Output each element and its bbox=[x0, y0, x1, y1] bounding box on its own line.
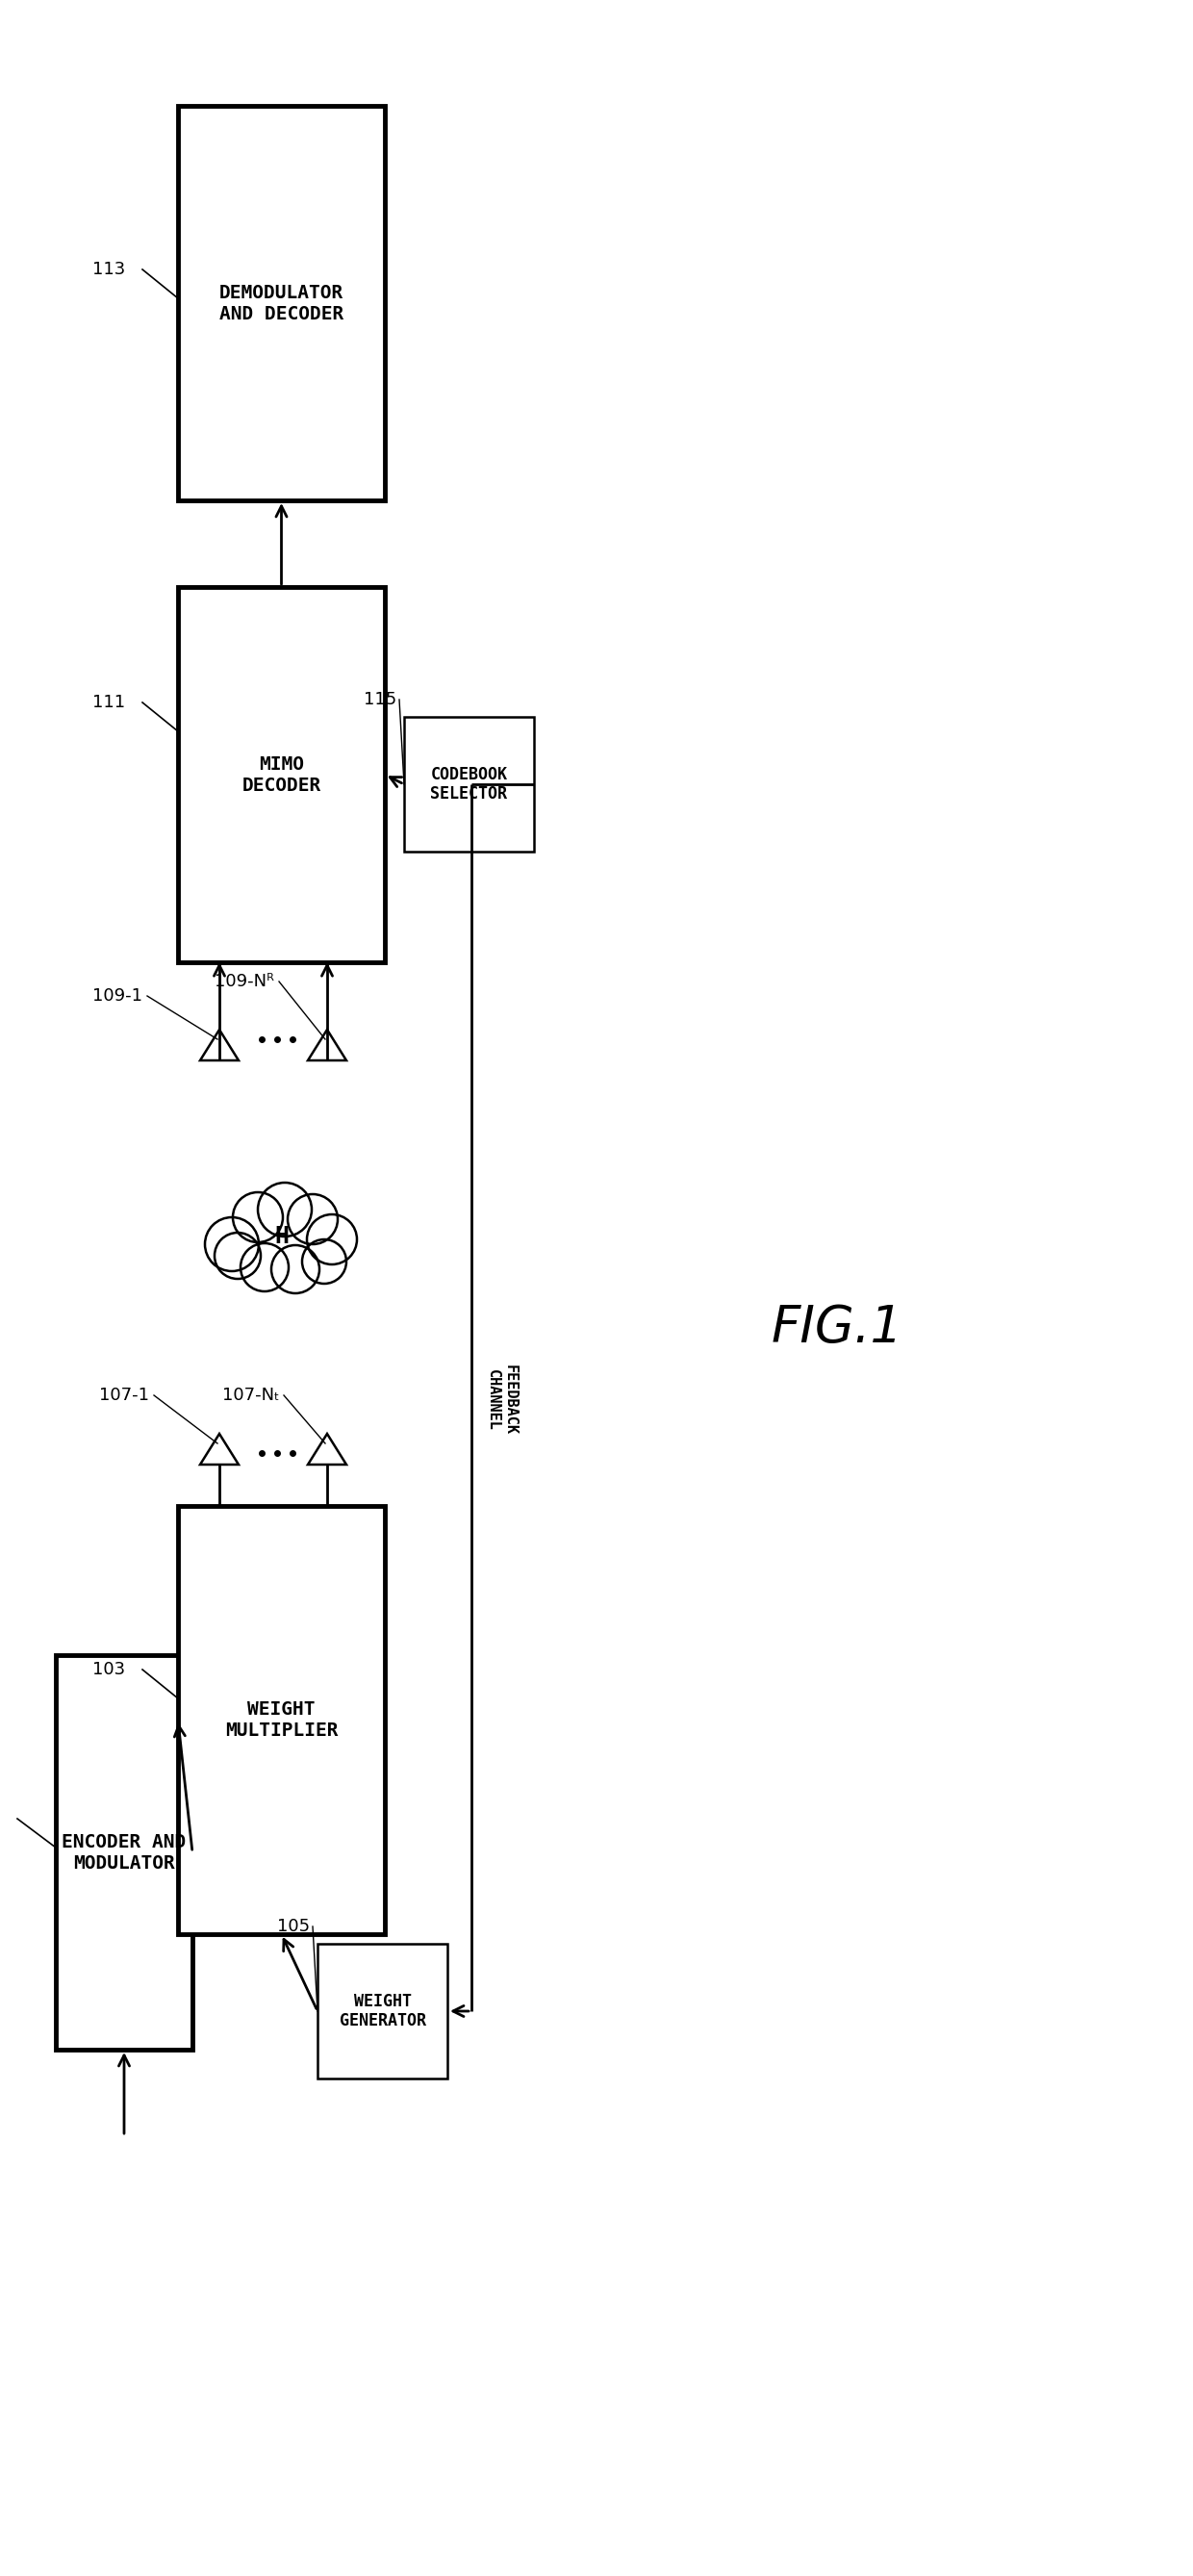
Text: 105: 105 bbox=[277, 1917, 310, 1935]
Text: ENCODER AND
MODULATOR: ENCODER AND MODULATOR bbox=[62, 1832, 186, 1873]
Text: 107-Nₜ: 107-Nₜ bbox=[222, 1386, 279, 1404]
Text: H: H bbox=[274, 1226, 289, 1247]
Text: 103: 103 bbox=[92, 1662, 125, 1677]
Text: 111: 111 bbox=[92, 693, 125, 711]
Circle shape bbox=[307, 1213, 357, 1265]
Bar bbox=[178, 587, 385, 963]
Circle shape bbox=[233, 1193, 283, 1242]
Text: WEIGHT
MULTIPLIER: WEIGHT MULTIPLIER bbox=[225, 1700, 338, 1739]
Text: FEEDBACK
CHANNEL: FEEDBACK CHANNEL bbox=[486, 1365, 517, 1435]
Text: 107-1: 107-1 bbox=[99, 1386, 149, 1404]
Text: FIG.1: FIG.1 bbox=[771, 1303, 903, 1352]
Text: DEMODULATOR
AND DECODER: DEMODULATOR AND DECODER bbox=[220, 283, 344, 322]
Text: CODEBOOK
SELECTOR: CODEBOOK SELECTOR bbox=[431, 765, 507, 804]
Circle shape bbox=[205, 1218, 259, 1270]
Text: 115: 115 bbox=[364, 690, 396, 708]
Text: 109-1: 109-1 bbox=[92, 987, 142, 1005]
Text: WEIGHT
GENERATOR: WEIGHT GENERATOR bbox=[339, 1991, 426, 2030]
Circle shape bbox=[271, 1244, 320, 1293]
Bar bbox=[404, 716, 534, 853]
Text: MIMO
DECODER: MIMO DECODER bbox=[242, 755, 321, 793]
Circle shape bbox=[258, 1182, 311, 1236]
Bar bbox=[178, 106, 385, 500]
Bar bbox=[178, 1507, 385, 1935]
Circle shape bbox=[302, 1239, 346, 1283]
Bar bbox=[317, 1945, 447, 2079]
Text: 109-Nᴿ: 109-Nᴿ bbox=[215, 974, 274, 989]
Circle shape bbox=[241, 1244, 289, 1291]
Text: 113: 113 bbox=[92, 260, 125, 278]
Bar bbox=[56, 1656, 192, 2050]
Circle shape bbox=[288, 1195, 338, 1244]
Circle shape bbox=[215, 1234, 261, 1278]
